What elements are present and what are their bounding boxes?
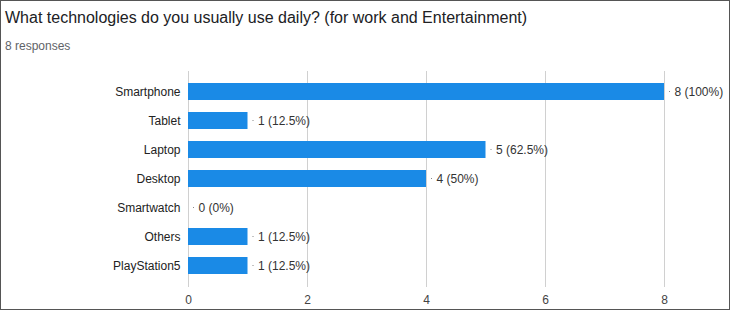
svg-text:0: 0 <box>185 293 192 307</box>
svg-text:Laptop: Laptop <box>144 143 181 157</box>
svg-text:6: 6 <box>542 293 549 307</box>
svg-text:4: 4 <box>423 293 430 307</box>
svg-text:Others: Others <box>144 230 180 244</box>
svg-text:0 (0%): 0 (0%) <box>199 201 234 215</box>
svg-text:1 (12.5%): 1 (12.5%) <box>258 259 310 273</box>
html-text:What technologies do you usual: What technologies do you usually use dai… <box>5 9 528 26</box>
svg-text:8 (100%): 8 (100%) <box>675 85 724 99</box>
svg-text:Desktop: Desktop <box>136 172 180 186</box>
svg-text:8: 8 <box>661 293 668 307</box>
svg-text:1 (12.5%): 1 (12.5%) <box>258 230 310 244</box>
html-text:8 responses: 8 responses <box>5 39 71 53</box>
svg-text:1 (12.5%): 1 (12.5%) <box>258 114 310 128</box>
svg-text:Tablet: Tablet <box>148 114 181 128</box>
svg-text:2: 2 <box>304 293 311 307</box>
svg-text:4 (50%): 4 (50%) <box>437 172 479 186</box>
svg-text:Smartwatch: Smartwatch <box>117 201 180 215</box>
svg-text:Smartphone: Smartphone <box>115 85 181 99</box>
svg-text:5 (62.5%): 5 (62.5%) <box>496 143 548 157</box>
svg-text:PlayStation5: PlayStation5 <box>113 259 181 273</box>
